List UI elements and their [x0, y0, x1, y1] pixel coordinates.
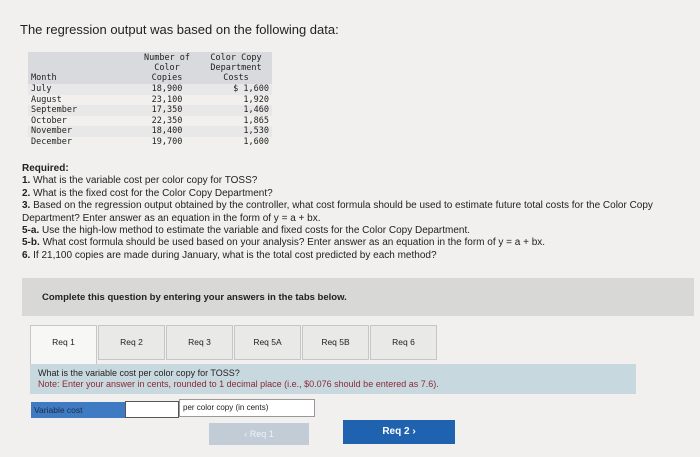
variable-cost-input[interactable]	[125, 401, 179, 418]
cost-cell: 1,865	[243, 115, 269, 126]
item-text: What cost formula should be used based o…	[42, 237, 546, 249]
copies-cell: 18,400	[151, 126, 183, 136]
unit-label: per color copy (in cents)	[179, 399, 315, 417]
question-box: What is the variable cost per color copy…	[30, 364, 636, 394]
item-text: What is the fixed cost for the Color Cop…	[33, 187, 273, 199]
table-row: October 22,350 1,865	[28, 116, 272, 127]
header-copies: Number of Color Copies	[143, 53, 191, 83]
tab-req-3[interactable]: Req 3	[166, 325, 233, 360]
required-item: 5-b. What cost formula should be used ba…	[22, 237, 692, 249]
intro-text: The regression output was based on the f…	[20, 22, 339, 37]
copies-cell: 23,100	[151, 94, 183, 105]
tab-req-1[interactable]: Req 1	[30, 325, 97, 365]
item-text: Use the high-low method to estimate the …	[42, 225, 471, 237]
cost-cell: 1,920	[243, 94, 269, 105]
question-text: What is the variable cost per color copy…	[38, 368, 240, 378]
next-req-button[interactable]: Req 2 ›	[343, 420, 455, 444]
item-text: If 21,100 copies are made during January…	[33, 249, 437, 261]
item-number: 6.	[22, 249, 31, 261]
month-cell: November	[31, 126, 72, 136]
copies-cell: 22,350	[151, 115, 183, 126]
copies-cell: 18,900	[151, 84, 183, 94]
month-cell: October	[31, 115, 67, 126]
item-number: 1.	[22, 175, 31, 187]
required-heading: Required:	[22, 163, 69, 174]
required-item: 3. Based on the regression output obtain…	[22, 200, 692, 225]
item-number: 5-a.	[22, 225, 40, 237]
month-cell: July	[31, 84, 52, 94]
tab-req-5b[interactable]: Req 5B	[302, 325, 369, 360]
header-costs: Color Copy Department Costs	[210, 53, 262, 83]
month-cell: August	[31, 94, 62, 105]
copies-cell: 17,350	[151, 105, 183, 115]
table-row: July 18,900 $ 1,600	[28, 84, 272, 95]
table-row: November 18,400 1,530	[28, 126, 272, 137]
banner-text: Complete this question by entering your …	[42, 292, 347, 303]
item-number: 3.	[22, 200, 31, 212]
note-text: Note: Enter your answer in cents, rounde…	[38, 379, 439, 389]
data-table: Month Number of Color Copies Color Copy …	[28, 52, 272, 147]
cost-cell: 1,600	[243, 136, 269, 147]
header-month: Month	[31, 73, 57, 83]
instruction-banner: Complete this question by entering your …	[22, 278, 694, 316]
copies-cell: 19,700	[151, 136, 183, 147]
item-number: 5-b.	[22, 237, 40, 249]
required-item: 2. What is the fixed cost for the Color …	[22, 188, 692, 200]
required-item: 5-a. Use the high-low method to estimate…	[22, 225, 692, 237]
cost-cell: 1,530	[243, 126, 269, 136]
item-text: What is the variable cost per color copy…	[33, 175, 258, 187]
month-cell: September	[31, 105, 78, 115]
cost-cell: $ 1,600	[233, 84, 269, 94]
table-row: August 23,100 1,920	[28, 95, 272, 106]
required-item: 6. If 21,100 copies are made during Janu…	[22, 250, 692, 262]
required-section: Required: 1. What is the variable cost p…	[22, 163, 692, 262]
table-row: December 19,700 1,600	[28, 137, 272, 148]
item-text: Based on the regression output obtained …	[22, 200, 653, 224]
table-row: September 17,350 1,460	[28, 105, 272, 116]
month-cell: December	[31, 136, 72, 147]
item-number: 2.	[22, 187, 31, 199]
tab-req-5a[interactable]: Req 5A	[234, 325, 301, 360]
tab-req-6[interactable]: Req 6	[370, 325, 437, 360]
variable-cost-label: Variable cost	[31, 402, 125, 418]
prev-req-button[interactable]: ‹ Req 1	[209, 423, 309, 445]
cost-cell: 1,460	[243, 105, 269, 115]
tab-req-2[interactable]: Req 2	[98, 325, 165, 360]
required-item: 1. What is the variable cost per color c…	[22, 175, 692, 187]
